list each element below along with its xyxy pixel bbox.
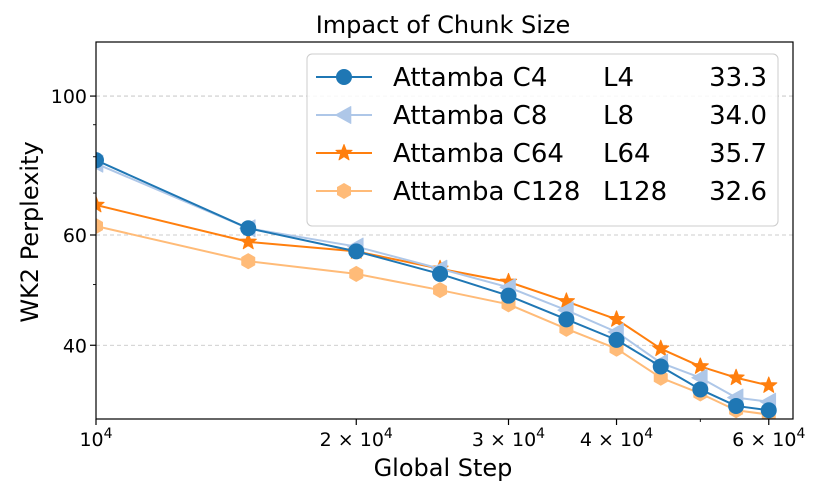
data-point-attamba-c64 [691,357,709,374]
data-point-attamba-c4 [728,397,745,414]
data-point-attamba-c4 [652,358,669,375]
data-point-attamba-c4 [692,381,709,398]
y-tick-label-60: 60 [63,225,87,247]
legend-entry-attamba-c64: Attamba C64 L64 35.7 [316,139,767,169]
data-point-attamba-c4 [760,402,777,419]
data-point-attamba-c4 [608,331,625,348]
legend-entry-attamba-c128: Attamba C128 L128 32.6 [316,177,767,207]
x-tick-label-1: 2 × 104 [320,426,393,451]
data-point-attamba-c128 [241,253,256,270]
data-point-attamba-c4 [432,265,449,282]
data-point-attamba-c128 [653,369,668,386]
y-tick-label-40: 40 [63,335,87,357]
legend-entry-attamba-c8: Attamba C8 L8 34.0 [316,101,767,131]
legend-entry-attamba-c4: Attamba C4 L4 33.3 [316,63,767,93]
legend-marker-attamba-c128 [337,183,351,199]
y-axis-label: WK2 Perplexity [16,141,44,322]
legend-marker-attamba-c8 [335,106,352,124]
legend-score-attamba-c64: 35.7 [709,139,767,169]
legend-marker-attamba-c4 [336,69,352,85]
series-attamba-c128 [96,218,776,419]
legend-label-attamba-c4: Attamba C4 [393,63,547,93]
data-point-attamba-c4 [240,220,257,237]
x-axis-label: Global Step [374,454,513,482]
data-point-attamba-c64 [96,195,105,213]
legend-score-attamba-c4: 33.3 [709,63,767,93]
data-point-attamba-c64 [760,376,778,393]
data-point-attamba-c4 [500,287,517,304]
x-tick-label-0: 104 [79,426,112,451]
series-attamba-c64 [96,195,778,393]
legend-label-attamba-c8: Attamba C8 [393,101,547,131]
data-point-attamba-c128 [349,265,364,282]
data-point-attamba-c64 [607,310,626,327]
data-point-attamba-c64 [652,339,670,357]
plot-area-frame [95,41,794,420]
legend-layers-attamba-c64: L64 [603,139,651,169]
data-point-attamba-c128 [96,218,103,235]
legend-layers-attamba-c4: L4 [603,63,634,93]
legend-marker-attamba-c64 [335,144,353,161]
series-line-attamba-c128 [96,225,769,416]
data-point-attamba-c64 [239,232,257,250]
legend-label-attamba-c64: Attamba C64 [393,139,564,169]
legend-label-attamba-c128: Attamba C128 [393,177,580,207]
data-point-attamba-c4 [558,311,575,328]
y-tick-label-100: 100 [51,86,87,108]
x-tick-label-4: 6 × 104 [732,426,805,451]
legend-score-attamba-c128: 32.6 [709,177,767,207]
data-point-attamba-c128 [433,282,448,299]
tick-layer: 40 60 100 104 2 × 104 3 × 104 4 × 104 6 × 104 [51,86,806,451]
series-attamba-c4 [96,152,777,419]
legend-box [306,53,779,227]
x-tick-label-2: 3 × 104 [472,426,545,451]
data-point-attamba-c4 [348,243,365,260]
chart-title: Impact of Chunk Size [316,11,571,39]
data-point-attamba-c64 [727,368,745,386]
legend-layers-attamba-c128: L128 [603,177,667,207]
data-point-attamba-c4 [96,152,104,169]
legend-layers-attamba-c8: L8 [603,101,634,131]
x-tick-label-3: 4 × 104 [580,426,653,451]
series-layer [96,152,778,419]
legend-score-attamba-c8: 34.0 [709,101,767,131]
